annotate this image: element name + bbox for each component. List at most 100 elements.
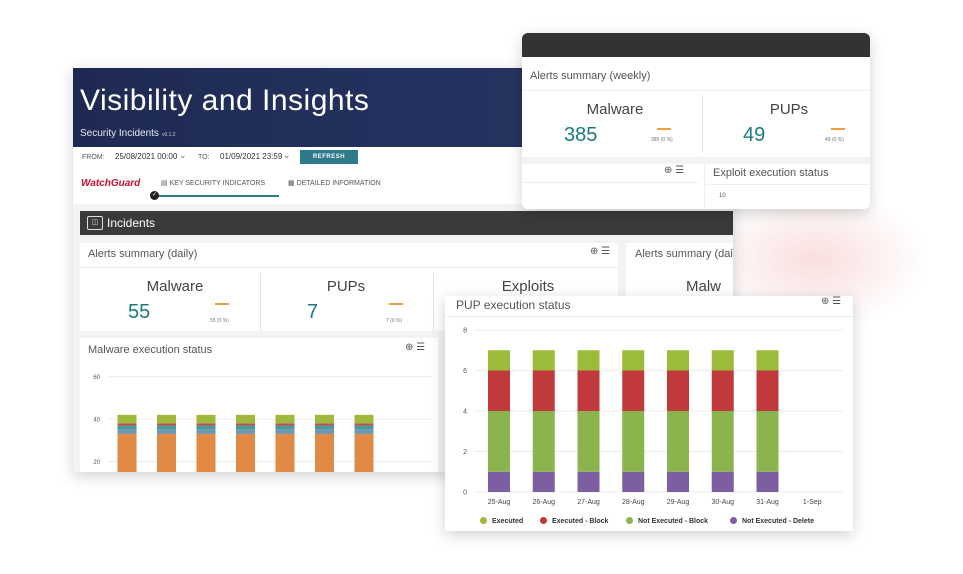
bar-segment[interactable] (756, 471, 779, 492)
bar-segment[interactable] (236, 425, 255, 430)
bar-segment[interactable] (532, 350, 555, 371)
download-icon[interactable]: ⊕ (821, 296, 830, 307)
bar-segment[interactable] (315, 433, 334, 472)
bar-segment[interactable] (756, 350, 779, 371)
tab-detailed-information[interactable]: ▦ DETAILED INFORMATION (288, 179, 381, 187)
bar-segment[interactable] (157, 433, 176, 472)
menu-icon[interactable]: ☰ (675, 165, 685, 176)
bar-segment[interactable] (196, 433, 216, 472)
bar-segment[interactable] (488, 370, 510, 412)
bar-segment[interactable] (157, 414, 176, 424)
bar-segment[interactable] (157, 429, 176, 434)
bar-segment[interactable] (756, 370, 779, 412)
chevron-down-icon[interactable]: ⌄ (283, 150, 291, 160)
stat-divider (702, 95, 703, 153)
bar-segment[interactable] (756, 411, 779, 472)
window-top-bar (522, 33, 870, 57)
bar-segment[interactable] (667, 350, 689, 371)
bar-segment[interactable] (117, 414, 137, 424)
bar-segment[interactable] (711, 471, 734, 492)
bar-segment[interactable] (236, 433, 255, 472)
download-icon[interactable]: ⊕ (664, 165, 673, 176)
bar-segment[interactable] (196, 414, 216, 424)
x-tick-label: 25-Aug (488, 499, 511, 506)
bar-segment[interactable] (196, 429, 216, 434)
bar-segment[interactable] (532, 471, 555, 492)
bar-segment[interactable] (711, 411, 734, 472)
bar-segment[interactable] (532, 411, 555, 472)
bar-segment[interactable] (622, 350, 645, 371)
bar-segment[interactable] (236, 423, 255, 426)
bar-segment[interactable] (354, 429, 374, 434)
legend-not-executed-block[interactable]: Not Executed - Block (626, 517, 708, 525)
y-tick-label: 6 (463, 368, 467, 375)
legend-swatch (540, 517, 547, 524)
bar-segment[interactable] (577, 370, 600, 412)
bar-segment[interactable] (236, 429, 255, 434)
bar-segment[interactable] (315, 429, 334, 434)
bar-segment[interactable] (315, 425, 334, 430)
bar-segment[interactable] (117, 429, 137, 434)
bar-segment[interactable] (275, 433, 295, 472)
bar-segment[interactable] (667, 471, 689, 492)
bar-segment[interactable] (354, 433, 374, 472)
bar-segment[interactable] (711, 370, 734, 412)
bar-segment[interactable] (667, 411, 689, 472)
bar-segment[interactable] (354, 425, 374, 430)
bar-segment[interactable] (711, 350, 734, 371)
card-title: Exploit execution status (713, 167, 829, 179)
legend-executed-block[interactable]: Executed - Block (540, 517, 608, 525)
from-date-field[interactable]: 25/08/2021 00:00 (115, 152, 178, 161)
stat-name: Malware (586, 101, 644, 118)
bar-segment[interactable] (577, 471, 600, 492)
bar-segment[interactable] (622, 471, 645, 492)
bar-segment[interactable] (622, 370, 645, 412)
bar-segment[interactable] (577, 411, 600, 472)
incidents-title: Incidents (107, 216, 156, 230)
bar-segment[interactable] (157, 423, 176, 426)
bar-segment[interactable] (275, 414, 295, 424)
stat-name: Exploits (501, 278, 555, 295)
trend-dash (831, 128, 845, 130)
bar-segment[interactable] (117, 423, 137, 426)
bar-segment[interactable] (315, 414, 334, 424)
bar-segment[interactable] (577, 350, 600, 371)
bar-segment[interactable] (275, 429, 295, 434)
small-card-left: ⊕ ☰ (522, 164, 698, 209)
download-icon[interactable]: ⊕ (590, 246, 599, 257)
bar-segment[interactable] (157, 425, 176, 430)
page-title: Visibility and Insights (80, 84, 370, 117)
download-icon[interactable]: ⊕ (405, 342, 414, 353)
tab-key-security-indicators[interactable]: ▤ KEY SECURITY INDICATORS (161, 179, 265, 187)
bar-segment[interactable] (488, 350, 510, 371)
bar-segment[interactable] (354, 414, 374, 424)
bar-segment[interactable] (488, 411, 510, 472)
bar-segment[interactable] (275, 423, 295, 426)
bar-segment[interactable] (236, 414, 255, 424)
bar-segment[interactable] (196, 425, 216, 430)
tab-label: DETAILED INFORMATION (296, 180, 381, 187)
legend-executed[interactable]: Executed (480, 517, 523, 525)
legend-not-executed-delete[interactable]: Not Executed - Delete (730, 517, 814, 525)
refresh-button[interactable]: REFRESH (300, 150, 358, 164)
page-subtitle: Security Incidents v0.1.2 (80, 128, 176, 139)
bar-segment[interactable] (532, 370, 555, 412)
chevron-down-icon[interactable]: ⌄ (179, 150, 187, 160)
bar-segment[interactable] (622, 411, 645, 472)
bar-segment[interactable] (667, 370, 689, 412)
card-tools: ⊕ ☰ (821, 296, 841, 307)
to-date-field[interactable]: 01/09/2021 23:59 (220, 152, 283, 161)
bar-segment[interactable] (354, 423, 374, 426)
bar-segment[interactable] (117, 425, 137, 430)
bar-segment[interactable] (275, 425, 295, 430)
document-icon: ▦ (288, 180, 297, 187)
stat-value: 7 (307, 301, 319, 323)
bar-segment[interactable] (315, 423, 334, 426)
bar-segment[interactable] (196, 423, 216, 426)
menu-icon[interactable]: ☰ (601, 246, 611, 257)
menu-icon[interactable]: ☰ (832, 296, 842, 307)
bar-segment[interactable] (117, 433, 137, 472)
bar-segment[interactable] (488, 471, 510, 492)
menu-icon[interactable]: ☰ (416, 342, 426, 353)
stat-value: 49 (743, 124, 766, 146)
